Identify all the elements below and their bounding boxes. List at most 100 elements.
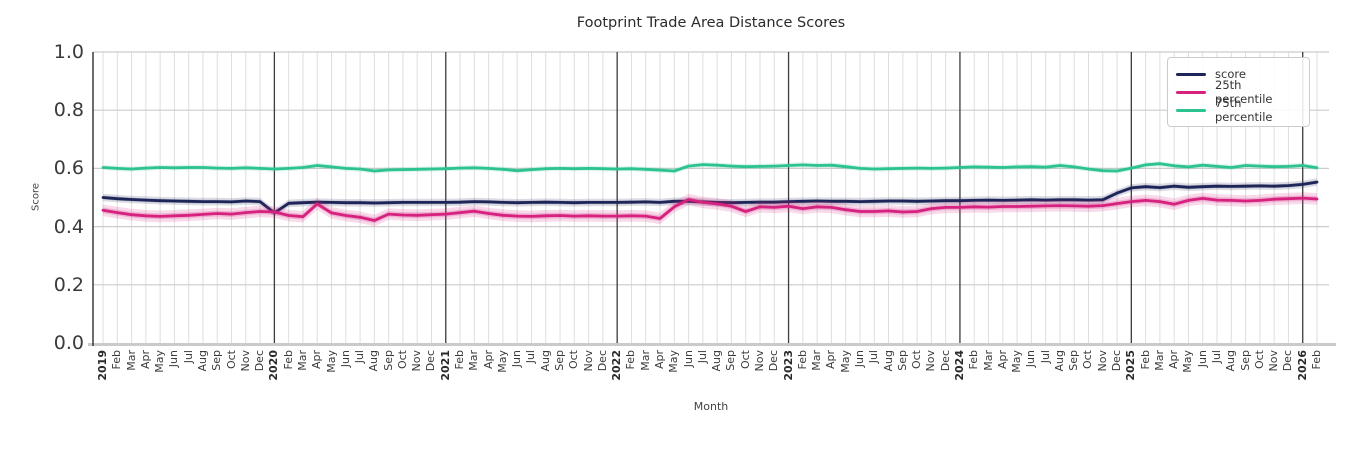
legend-swatch-25th-percentile — [1176, 90, 1206, 94]
legend-swatch-75th-percentile — [1176, 108, 1206, 112]
x-tick-label: Oct — [224, 350, 238, 370]
legend-item-25th-percentile: 25th percentile — [1176, 78, 1301, 106]
x-tick-label: Sep — [724, 350, 738, 371]
x-tick-label: Sep — [381, 350, 395, 371]
x-tick-label: May — [324, 350, 338, 373]
x-tick-label: May — [153, 350, 167, 373]
x-tick-label: Oct — [567, 350, 581, 370]
x-tick-label: Feb — [1138, 350, 1152, 370]
x-tick-label: 2026 — [1295, 350, 1309, 381]
x-tick-label: Apr — [481, 350, 495, 370]
x-tick-label: Sep — [553, 350, 567, 371]
x-tick-label: Apr — [310, 350, 324, 370]
x-tick-label: Feb — [1310, 350, 1323, 370]
x-tick-label: Apr — [653, 350, 666, 370]
legend-label-75th-percentile: 75th percentile — [1215, 96, 1273, 124]
legend-item-75th-percentile: 75th percentile — [1176, 96, 1301, 124]
x-tick-label: Dec — [595, 350, 609, 372]
x-tick-label: Oct — [910, 350, 924, 370]
x-tick-label: 2024 — [952, 350, 966, 381]
x-tick-label: Jun — [852, 350, 866, 368]
x-tick-label: Nov — [1267, 350, 1281, 372]
x-tick-label: Jun — [510, 350, 524, 368]
x-tick-label: Nov — [924, 350, 938, 372]
x-tick-label: Aug — [538, 350, 552, 372]
x-tick-label: 2019 — [96, 350, 109, 381]
y-tick-label: 0.8 — [53, 99, 84, 122]
x-tick-label: Sep — [1067, 350, 1081, 371]
x-tick-label: May — [1181, 350, 1195, 373]
25th-percentile-line — [101, 196, 1319, 222]
x-tick-label: May — [838, 350, 852, 373]
x-tick-label: Apr — [1167, 350, 1181, 370]
legend-item-score: score — [1176, 65, 1301, 83]
x-tick-label: May — [1010, 350, 1024, 373]
score-band — [103, 178, 1317, 217]
x-tick-label: Aug — [1052, 350, 1066, 372]
x-tick-label: Sep — [210, 350, 224, 371]
x-tick-label: Nov — [581, 350, 595, 372]
x-tick-label: Mar — [810, 350, 824, 371]
x-tick-label: Nov — [752, 350, 766, 372]
x-tick-label: Jun — [1024, 350, 1038, 368]
x-tick-label: Aug — [881, 350, 895, 372]
25th-percentile-band — [103, 192, 1317, 227]
x-tick-label: Nov — [410, 350, 424, 372]
x-tick-label: Dec — [424, 350, 438, 372]
x-tick-label: Feb — [795, 350, 809, 370]
x-tick-label: Jul — [181, 350, 195, 364]
y-tick-label: 0.6 — [53, 157, 84, 180]
x-tick-label: 2021 — [438, 350, 452, 381]
x-tick-label: Feb — [624, 350, 638, 370]
x-tick-label: Feb — [281, 350, 295, 370]
x-tick-label: Sep — [895, 350, 909, 371]
x-tick-label: 2023 — [781, 350, 795, 381]
x-tick-label: Oct — [395, 350, 409, 370]
x-tick-label: Nov — [238, 350, 252, 372]
legend-label-score: score — [1215, 67, 1246, 81]
x-tick-label: Aug — [367, 350, 381, 372]
75th-percentile-line — [101, 162, 1319, 173]
y-tick-label: 0.2 — [53, 273, 84, 296]
chart-title: Footprint Trade Area Distance Scores — [576, 15, 846, 31]
legend: score 25th percentile 75th percentile — [1167, 57, 1310, 127]
x-tick-label: Jun — [338, 350, 352, 368]
x-tick-label: Dec — [1281, 350, 1295, 372]
legend-swatch-score — [1176, 72, 1206, 76]
x-tick-label: Dec — [938, 350, 952, 372]
y-tick-label: 0.4 — [53, 215, 84, 238]
x-tick-label: Apr — [824, 350, 838, 370]
x-tick-label: Jun — [167, 350, 181, 368]
x-tick-label: 2022 — [610, 350, 624, 381]
x-tick-label: Feb — [453, 350, 467, 370]
x-tick-label: Mar — [981, 350, 995, 371]
x-tick-label: Oct — [1081, 350, 1095, 370]
x-tick-label: Jul — [867, 350, 881, 364]
x-tick-label: Mar — [638, 350, 652, 371]
x-tick-label: Sep — [1238, 350, 1252, 371]
x-tick-label: Jul — [524, 350, 538, 364]
y-tick-label: 1.0 — [53, 41, 84, 63]
x-tick-label: Aug — [195, 350, 209, 372]
x-tick-label: 2020 — [267, 350, 281, 381]
x-tick-label: Jul — [1210, 350, 1224, 364]
x-tick-label: May — [495, 350, 509, 373]
x-tick-label: Mar — [467, 350, 481, 371]
x-tick-label: Apr — [995, 350, 1009, 370]
x-tick-label: 2025 — [1124, 350, 1138, 381]
x-tick-label: Oct — [1252, 350, 1266, 370]
x-tick-label: Feb — [110, 350, 124, 370]
x-tick-label: Aug — [1224, 350, 1238, 372]
x-tick-label: Mar — [295, 350, 309, 371]
x-tick-label: Jul — [695, 350, 709, 364]
y-tick-label: 0.0 — [53, 332, 84, 354]
x-tick-label: Apr — [138, 350, 152, 370]
x-tick-label: Aug — [710, 350, 724, 372]
legend-label-25th-percentile: 25th percentile — [1215, 78, 1273, 106]
x-axis-label: Month — [693, 400, 729, 413]
x-tick-label: Nov — [1095, 350, 1109, 372]
x-tick-label: Oct — [738, 350, 752, 370]
x-tick-label: Dec — [767, 350, 781, 372]
